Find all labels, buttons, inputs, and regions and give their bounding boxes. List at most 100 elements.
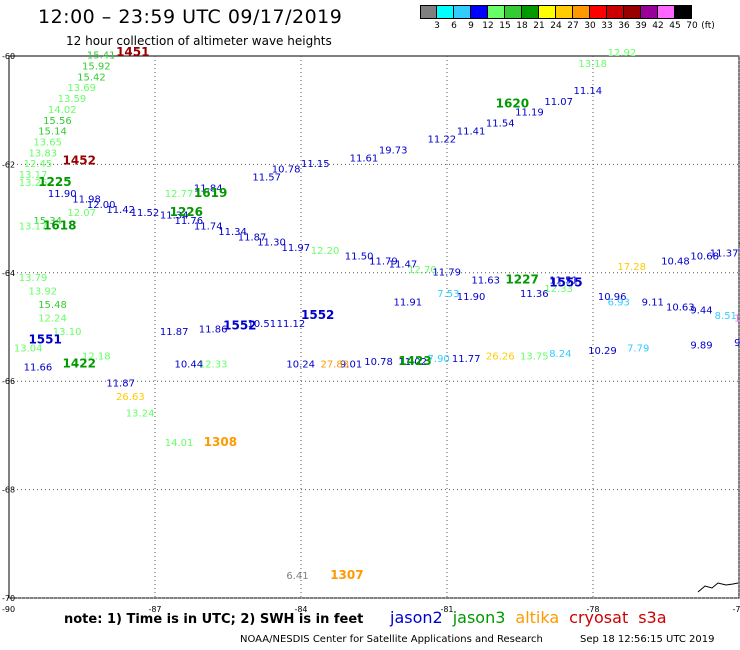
wave-height-value: 15.14 <box>38 127 67 138</box>
legend-tick: 27 <box>567 21 579 31</box>
legend-tick: 24 <box>550 21 562 31</box>
lon-label: -87 <box>148 605 161 614</box>
wave-height-value: 13.18 <box>578 59 607 70</box>
wave-height-value: 11.90 <box>48 189 77 200</box>
wave-height-value: 10.44 <box>174 360 203 371</box>
wave-height-value: 11.30 <box>257 238 286 249</box>
wave-height-value: 10.63 <box>666 303 695 314</box>
wave-height-value: 10.48 <box>661 257 690 268</box>
page-subtitle: 12 hour collection of altimeter wave hei… <box>66 34 332 48</box>
track-time-label: 1618 <box>43 218 76 232</box>
wave-height-value: 14.02 <box>48 105 77 116</box>
wave-height-value: 11.74 <box>194 221 223 232</box>
track-time-label: 1620 <box>496 96 529 110</box>
wave-height-value: 13.17 <box>19 221 48 232</box>
legend-swatch <box>420 5 437 19</box>
legend-swatch <box>505 5 522 19</box>
wave-height-value: 11.87 <box>106 379 135 390</box>
track-time-label: 1555 <box>549 275 582 289</box>
page-title: 12:00 – 23:59 UTC 09/17/2019 <box>38 6 343 28</box>
wave-height-value: 11.34 <box>160 211 189 222</box>
mission-cryosat: cryosat <box>569 608 629 627</box>
wave-height-value: 10.51 <box>247 319 276 330</box>
wave-height-value: 7.53 <box>437 289 459 300</box>
wave-height-value: 12.18 <box>82 352 111 363</box>
lat-lon-grid <box>8 55 740 599</box>
wave-height-value: 12.20 <box>311 246 340 257</box>
wave-height-value: 12.92 <box>608 48 637 59</box>
track-time-label: 1552 <box>223 319 256 333</box>
track-time-label: 1552 <box>301 308 334 322</box>
lon-label: -84 <box>294 605 307 614</box>
wave-height-value: 13.75 <box>520 352 549 363</box>
legend-tick: 9 <box>468 21 474 31</box>
lat-label: -68 <box>2 486 15 495</box>
legend-tick: 36 <box>618 21 630 31</box>
wave-height-value: 10.96 <box>598 292 627 303</box>
wave-height-value: 11.61 <box>350 154 379 165</box>
legend-swatch <box>590 5 607 19</box>
wave-height-value: 13.24 <box>126 408 155 419</box>
wave-height-value: 7.79 <box>627 343 649 354</box>
legend-tick-labels: 3 6 9 12 15 18 21 24 27 30 33 36 39 42 45 70 (ft) <box>420 19 715 31</box>
track-time-label: 1423 <box>398 354 431 368</box>
wave-height-value: 10.29 <box>588 346 617 357</box>
legend-tick: 12 <box>482 21 494 31</box>
wave-height-value: 12.77 <box>165 189 194 200</box>
legend-tick: 6 <box>451 21 457 31</box>
wave-height-value: 11.07 <box>544 97 573 108</box>
lon-label: -90 <box>2 605 15 614</box>
lon-label: -81 <box>440 605 453 614</box>
wave-height-value: 6.93 <box>608 297 630 308</box>
wave-height-value: 27.83 <box>320 360 349 371</box>
wave-height-value: 10.78 <box>364 357 393 368</box>
legend-swatch <box>556 5 573 19</box>
lat-label: -70 <box>2 594 15 603</box>
wave-height-value: 19.73 <box>379 146 408 157</box>
track-time-label: 1226 <box>170 205 203 219</box>
wave-height-value: 13.04 <box>14 343 43 354</box>
wave-height-value: 11.66 <box>24 362 53 373</box>
wave-height-observations: 15.4115.9215.4213.6913.5914.0215.5615.14… <box>14 48 740 582</box>
wave-height-value: 13.79 <box>19 273 48 284</box>
mission-altika: altika <box>515 608 560 627</box>
wave-height-value: 7.90 <box>428 354 450 365</box>
legend-tick: 33 <box>601 21 613 31</box>
track-time-label: 1619 <box>194 186 227 200</box>
wave-height-value: 11.86 <box>199 324 228 335</box>
legend-swatch <box>454 5 471 19</box>
legend-unit: (ft) <box>701 21 715 31</box>
wave-height-value: 13.69 <box>67 83 96 94</box>
wave-height-value: 11.42 <box>106 205 135 216</box>
wave-height-value: 14.01 <box>165 438 194 449</box>
lat-label: -60 <box>2 52 15 61</box>
wave-height-value: 13.92 <box>28 286 57 297</box>
track-id-labels: 1451 1452 1225 1619 1226 1618 1620 1227 1555 1552… <box>28 45 582 582</box>
wave-height-value: 12.70 <box>408 265 437 276</box>
mission-jason2: jason2 <box>390 608 443 627</box>
wave-height-value: 12.45 <box>24 159 53 170</box>
legend-swatch <box>573 5 590 19</box>
wave-height-value: 11.15 <box>301 159 330 170</box>
wave-height-value: 6.41 <box>286 571 308 582</box>
wave-height-value: 9.01 <box>340 360 362 371</box>
wave-height-value: 15.42 <box>77 72 106 83</box>
wave-height-value: 11.19 <box>515 108 544 119</box>
wave-height-value: 11.79 <box>432 268 461 279</box>
wave-height-value: 12.33 <box>544 284 573 295</box>
wave-height-value: 12.33 <box>199 360 228 371</box>
mission-jason3: jason3 <box>452 608 506 627</box>
wave-height-value: 12.07 <box>67 208 96 219</box>
wave-height-value: 11.87 <box>238 232 267 243</box>
legend-tick: 45 <box>669 21 681 31</box>
wave-height-value: 10.24 <box>286 360 315 371</box>
track-time-label: 1225 <box>38 175 71 189</box>
map-frame <box>8 55 740 599</box>
wave-height-value: 11.12 <box>277 319 306 330</box>
wave-height-value: 17.28 <box>617 262 646 273</box>
wave-height-value: 8.51 <box>715 311 737 322</box>
track-time-label: 1307 <box>330 568 363 582</box>
wave-height-value: 11.34 <box>218 227 247 238</box>
track-time-label: 1422 <box>63 357 96 371</box>
wave-height-value: 11.52 <box>131 208 160 219</box>
